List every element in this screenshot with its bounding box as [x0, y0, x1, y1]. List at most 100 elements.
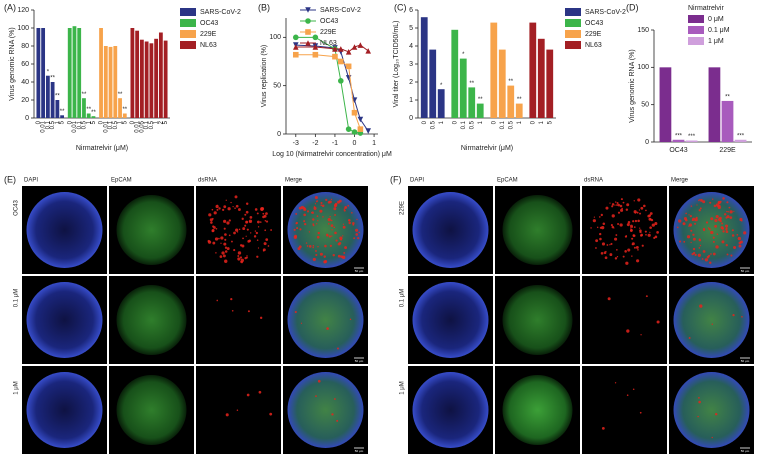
dsrna-speck	[595, 247, 597, 249]
dsrna-speck	[333, 398, 336, 400]
scale-bar-label: 50 μm	[355, 359, 364, 363]
image-tile	[196, 276, 281, 364]
y-tick-label: 50	[273, 83, 281, 90]
dsrna-speck	[601, 426, 605, 430]
dsrna-speck	[237, 255, 240, 258]
dsrna-speck	[699, 304, 703, 308]
dsrna-speck	[626, 329, 630, 333]
dsrna-speck	[313, 206, 316, 208]
x-axis-label: Nirmatrelvir (μM)	[461, 145, 513, 152]
dsrna-speck	[636, 211, 639, 214]
dsrna-speck	[614, 237, 618, 241]
legend-label: OC43	[585, 20, 603, 27]
significance: **	[478, 97, 483, 103]
dsrna-speck	[223, 219, 227, 223]
bar	[108, 46, 113, 118]
dsrna-speck	[689, 214, 692, 218]
dsrna-speck	[690, 205, 693, 207]
dsrna-speck	[258, 390, 262, 394]
dsrna-speck	[312, 245, 315, 247]
column-label: EpCAM	[497, 178, 518, 184]
dsrna-speck	[293, 228, 296, 231]
dsrna-speck	[333, 207, 337, 211]
dsrna-speck	[246, 255, 248, 257]
dsrna-speck	[678, 219, 682, 223]
dsrna-speck	[338, 199, 342, 203]
dsrna-speck	[314, 196, 318, 200]
dsrna-speck	[688, 225, 690, 227]
dsrna-speck	[729, 210, 733, 214]
dsrna-speck	[637, 198, 641, 202]
bar	[55, 100, 60, 118]
dsrna-speck	[704, 258, 709, 262]
dsrna-speck	[269, 412, 273, 416]
dsrna-speck	[633, 246, 636, 249]
y-tick-label: 3	[409, 61, 413, 68]
dsrna-speck	[719, 220, 722, 223]
dsrna-speck	[264, 229, 267, 232]
legend-label: NL63	[320, 40, 337, 47]
dsrna-speck	[712, 236, 715, 239]
dsrna-speck	[211, 217, 214, 220]
dsrna-speck	[711, 436, 713, 439]
y-tick-label: 2	[409, 79, 413, 86]
dsrna-speck	[333, 226, 336, 229]
dsrna-speck	[347, 204, 350, 207]
dsrna-speck	[218, 207, 221, 210]
dsrna-speck	[626, 203, 630, 207]
dsrna-speck	[692, 233, 695, 236]
dsrna-speck	[353, 237, 356, 240]
dsrna-speck	[317, 379, 321, 383]
dsrna-speck	[639, 230, 642, 234]
image-tile	[196, 366, 281, 454]
dsrna-speck	[265, 238, 269, 242]
dsrna-speck	[224, 259, 228, 263]
dsrna-speck	[319, 209, 323, 213]
dsrna-speck	[215, 227, 218, 230]
dsrna-speck	[616, 202, 619, 204]
dsrna-speck	[609, 253, 613, 257]
dsrna-speck	[683, 240, 686, 243]
dsrna-speck	[253, 235, 257, 238]
dsrna-speck	[702, 250, 706, 253]
bar	[99, 28, 103, 118]
dsrna-speck	[320, 201, 323, 205]
dsrna-speck	[331, 229, 333, 231]
bar	[468, 87, 476, 118]
panel-label: (F)	[390, 174, 402, 184]
dsrna-speck	[622, 255, 625, 258]
dsrna-speck	[631, 242, 635, 246]
dsrna-speck	[207, 239, 210, 243]
dsrna-speck	[317, 246, 319, 248]
dsrna-speck	[651, 223, 655, 227]
dsrna-speck	[738, 244, 742, 248]
dsrna-speck	[247, 310, 250, 313]
dsrna-speck	[708, 261, 712, 264]
dsrna-speck	[639, 411, 642, 414]
dsrna-speck	[224, 250, 228, 253]
dsrna-speck	[327, 222, 330, 225]
dsrna-speck	[216, 208, 219, 211]
x-tick-label: 0.1	[108, 120, 114, 129]
dsrna-speck	[611, 214, 615, 218]
dsrna-speck	[715, 245, 719, 249]
bar	[139, 39, 144, 119]
dsrna-speck	[640, 234, 643, 237]
y-tick-label: 5	[409, 25, 413, 32]
dsrna-speck	[220, 242, 222, 244]
column-label: EpCAM	[111, 178, 132, 184]
point	[357, 42, 364, 48]
dsrna-speck	[332, 253, 335, 257]
legend-swatch	[565, 30, 581, 38]
image-tile	[582, 186, 667, 274]
x-tick-label: 1	[118, 120, 124, 124]
significance: **	[517, 97, 522, 103]
dsrna-speck	[614, 382, 617, 384]
dsrna-speck	[235, 204, 239, 208]
dsrna-speck	[626, 223, 630, 227]
dsrna-speck	[707, 227, 710, 229]
dsrna-speck	[694, 253, 697, 256]
dsrna-speck	[624, 235, 628, 238]
row-label: 1 μM	[14, 381, 20, 394]
